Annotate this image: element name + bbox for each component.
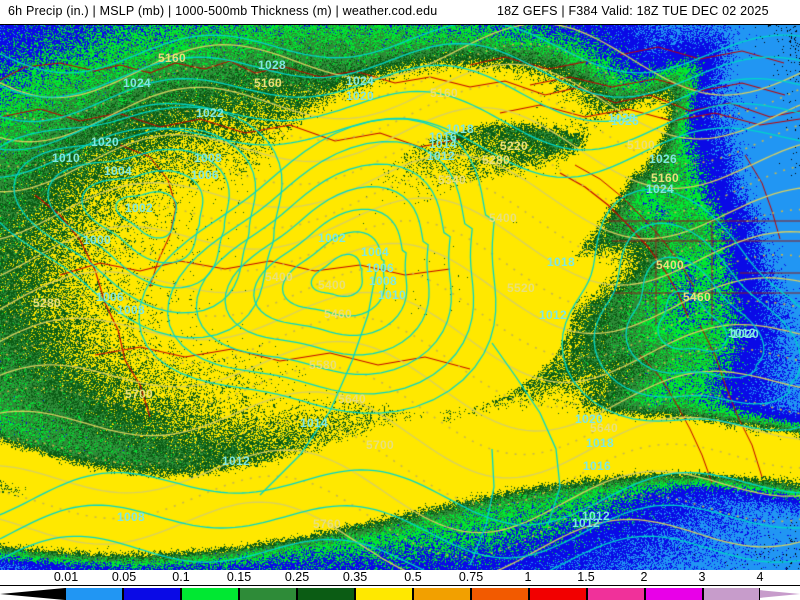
colorbar-tick-1.5: 1.5 bbox=[577, 570, 595, 584]
map-render-canvas[interactable] bbox=[0, 25, 800, 570]
colorbar-tick-2: 2 bbox=[640, 570, 648, 584]
colorbar-segment-0.15 bbox=[239, 588, 297, 600]
colorbar-segment-0.05 bbox=[123, 588, 181, 600]
colorbar-segment-0.5 bbox=[413, 588, 471, 600]
colorbar-segment-1.5 bbox=[587, 588, 645, 600]
colorbar-tick-1: 1 bbox=[524, 570, 532, 584]
colorbar-segment-2 bbox=[645, 588, 703, 600]
colorbar-tick-4: 4 bbox=[756, 570, 764, 584]
header-right-text: 18Z GEFS | F384 Valid: 18Z TUE DEC 02 20… bbox=[497, 4, 769, 18]
header-bar: 6h Precip (in.) | MSLP (mb) | 1000-500mb… bbox=[0, 0, 800, 25]
colorbar-tick-labels: 0.01 0.05 0.1 0.15 0.25 0.35 0.5 0.75 1 1.5 2 3 4 bbox=[0, 570, 800, 585]
colorbar-swatches bbox=[0, 588, 800, 600]
colorbar-segment-1 bbox=[529, 588, 587, 600]
weather-map[interactable]: 1024 1028 1024 1020 1026 1028 1022 1020 1010 1008… bbox=[0, 25, 800, 570]
colorbar-segment-0.1 bbox=[181, 588, 239, 600]
precip-colorbar: 0.01 0.05 0.1 0.15 0.25 0.35 0.5 0.75 1 1.5 2 3 4 bbox=[0, 570, 800, 600]
colorbar-axis-line bbox=[0, 585, 800, 586]
header-left-text: 6h Precip (in.) | MSLP (mb) | 1000-500mb… bbox=[8, 4, 438, 18]
colorbar-tick-0.05: 0.05 bbox=[111, 570, 137, 584]
colorbar-tick-0.15: 0.15 bbox=[226, 570, 252, 584]
colorbar-segment-3 bbox=[703, 588, 760, 600]
colorbar-tick-3: 3 bbox=[698, 570, 706, 584]
colorbar-tick-0.25: 0.25 bbox=[284, 570, 310, 584]
colorbar-tick-0.01: 0.01 bbox=[53, 570, 79, 584]
colorbar-segment-0.75 bbox=[471, 588, 529, 600]
colorbar-segment-0.25 bbox=[297, 588, 355, 600]
colorbar-tick-0.35: 0.35 bbox=[342, 570, 368, 584]
colorbar-left-arrow bbox=[0, 588, 65, 600]
colorbar-segment-0.35 bbox=[355, 588, 413, 600]
colorbar-segment-0.01 bbox=[65, 588, 123, 600]
colorbar-tick-0.5: 0.5 bbox=[404, 570, 422, 584]
colorbar-tick-0.1: 0.1 bbox=[172, 570, 190, 584]
colorbar-tick-0.75: 0.75 bbox=[458, 570, 484, 584]
